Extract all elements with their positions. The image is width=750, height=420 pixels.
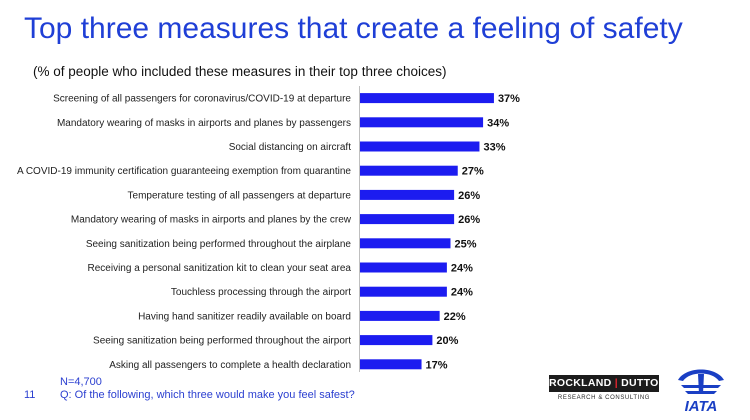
logo-divider: | <box>611 377 622 389</box>
bar <box>360 165 458 176</box>
data-label: 20% <box>436 335 458 347</box>
category-label: Asking all passengers to complete a heal… <box>109 360 351 371</box>
category-label: A COVID-19 immunity certification guaran… <box>17 166 351 177</box>
page-title: Top three measures that create a feeling… <box>24 12 683 45</box>
bar <box>360 286 447 297</box>
bar <box>360 238 451 249</box>
category-label: Screening of all passengers for coronavi… <box>53 94 351 105</box>
footer-note: N=4,700 Q: Of the following, which three… <box>60 376 355 402</box>
category-label: Receiving a personal sanitization kit to… <box>88 263 352 274</box>
data-label: 26% <box>458 190 480 202</box>
data-label: 33% <box>483 142 505 154</box>
iata-globe-icon <box>678 369 724 394</box>
bar <box>360 262 447 273</box>
bar <box>360 117 484 128</box>
category-label: Mandatory wearing of masks in airports a… <box>57 118 351 129</box>
bar <box>360 359 422 370</box>
data-label: 34% <box>487 117 509 129</box>
dutton-word: DUTTON <box>621 377 667 389</box>
category-label: Seeing sanitization being performed thro… <box>86 239 352 250</box>
bar <box>360 141 480 152</box>
rockland-dutton-wordmark: ROCKLAND | DUTTON <box>549 375 666 392</box>
bar <box>360 335 433 346</box>
category-label: Temperature testing of all passengers at… <box>128 190 352 201</box>
data-label: 26% <box>458 214 480 226</box>
category-label: Mandatory wearing of masks in airports a… <box>71 215 352 226</box>
data-label: 22% <box>444 311 466 323</box>
bar <box>360 189 455 200</box>
bar <box>360 310 440 321</box>
bar-chart: Screening of all passengers for coronavi… <box>17 86 520 372</box>
data-label: 25% <box>455 238 477 250</box>
category-label: Seeing sanitization being performed thro… <box>93 336 351 347</box>
bar <box>360 214 455 225</box>
sample-size: N=4,700 <box>60 376 102 388</box>
survey-question: Q: Of the following, which three would m… <box>60 389 355 401</box>
data-label: 24% <box>451 263 473 275</box>
chart-subtitle: (% of people who included these measures… <box>33 64 447 79</box>
iata-wordmark: IATA <box>685 398 718 414</box>
category-label: Touchless processing through the airport <box>171 287 351 298</box>
iata-logo: IATA <box>678 369 724 414</box>
data-label: 17% <box>426 359 448 371</box>
bar <box>360 93 494 104</box>
page-number: 11 <box>24 389 36 401</box>
data-label: 24% <box>451 287 473 299</box>
rockland-dutton-logo: ROCKLAND | DUTTON RESEARCH & CONSULTING <box>549 375 666 407</box>
category-label: Social distancing on aircraft <box>229 142 352 153</box>
data-label: 37% <box>498 93 520 105</box>
rockland-word: ROCKLAND <box>549 377 612 389</box>
data-label: 27% <box>462 166 484 178</box>
category-label: Having hand sanitizer readily available … <box>138 311 351 322</box>
rockland-dutton-tagline: RESEARCH & CONSULTING <box>557 395 651 401</box>
